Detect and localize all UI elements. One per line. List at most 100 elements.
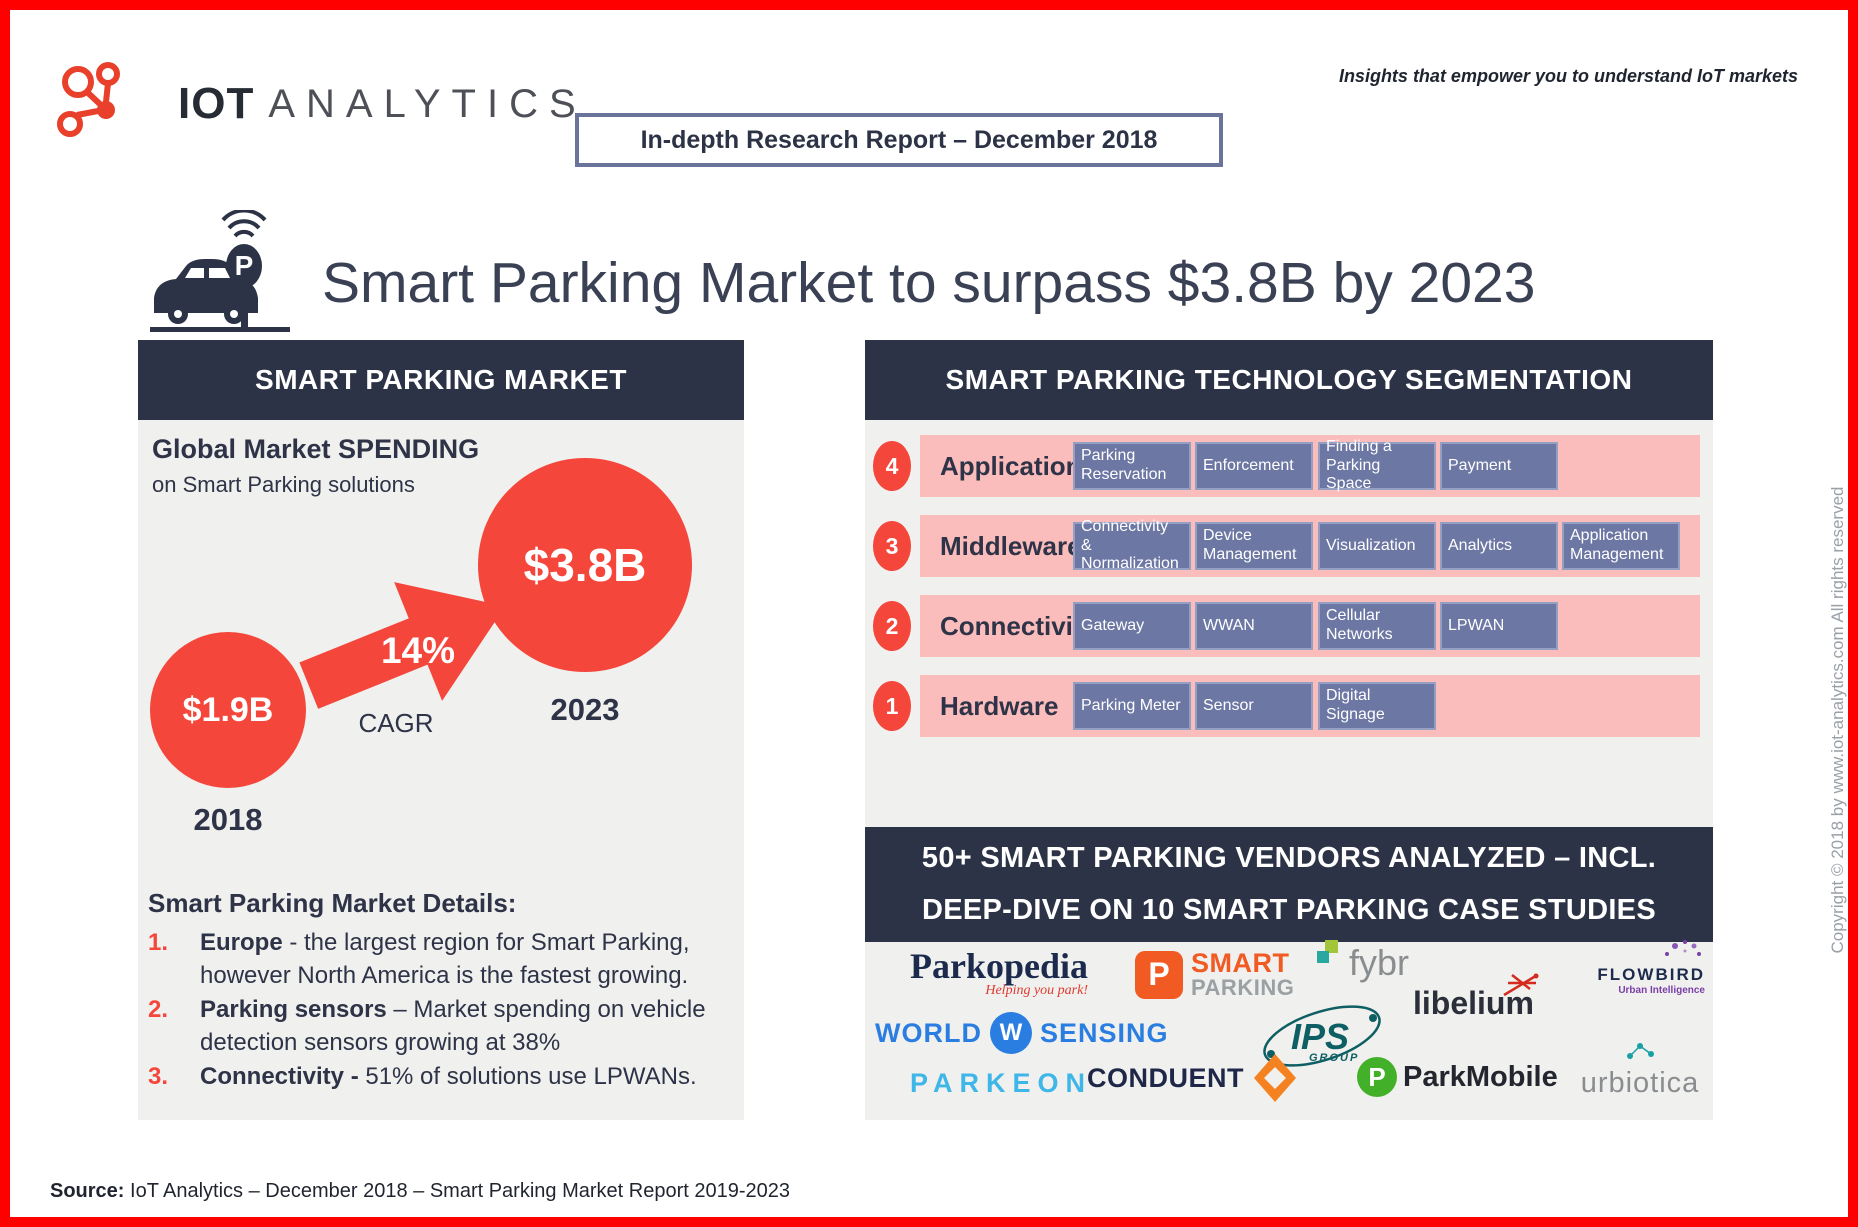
left-panel-header: SMART PARKING MARKET: [138, 340, 744, 420]
fybr-logo: fybr: [1317, 940, 1409, 984]
segment-box: LPWAN: [1440, 602, 1558, 650]
segment-box: Sensor: [1195, 682, 1313, 730]
list-item: 1. Europe - the largest region for Smart…: [148, 926, 734, 992]
bubble-2023-value: $3.8B: [523, 539, 647, 591]
left-panel-body: Global Market SPENDING on Smart Parking …: [138, 420, 744, 1120]
parkmobile-wordmark: ParkMobile: [1403, 1060, 1558, 1093]
segmentation-row-applications: 4 Applications Parking Reservation Enfor…: [865, 435, 1713, 497]
fybr-squares-icon: [1317, 940, 1338, 963]
list-item-body: 51% of solutions use LPWANs.: [358, 1063, 697, 1090]
cagr-label: CAGR: [358, 708, 434, 738]
smart-parking-wordmark: SMART PARKING: [1191, 950, 1294, 999]
ips-group-sub: GROUP: [1309, 1052, 1360, 1064]
ips-wordmark: IPS: [1291, 1016, 1350, 1057]
list-item-number: 1.: [148, 929, 169, 956]
ips-group-logo: IPS GROUP: [1257, 992, 1387, 1080]
segment-box: Device Management: [1195, 522, 1313, 570]
row-label: Applications: [940, 451, 1097, 481]
smart-parking-icon: P: [150, 210, 290, 332]
list-item-body: - the largest region for Smart Parking, …: [200, 929, 690, 989]
molecule-icon: [57, 62, 120, 137]
segment-box: Payment: [1440, 442, 1558, 490]
segmentation-row-hardware: 1 Hardware Parking Meter Sensor Digital …: [865, 675, 1713, 737]
list-item-lead: Connectivity -: [200, 1063, 359, 1090]
list-item-text: Connectivity - 51% of solutions use LPWA…: [200, 1060, 697, 1093]
segment-box: Parking Reservation: [1073, 442, 1191, 490]
smart-parking-word1: SMART: [1191, 948, 1290, 978]
ips-orbit-icon: [1263, 1005, 1381, 1067]
brand-word-iot: IOT: [178, 79, 255, 128]
iot-analytics-logo: IOT ANALYTICS: [56, 60, 587, 148]
segment-box: Finding a Parking Space: [1318, 438, 1436, 492]
list-item-number: 2.: [148, 996, 169, 1023]
tagline: Insights that empower you to understand …: [1338, 66, 1798, 86]
segment-box: Connectivity & Normalization: [1073, 518, 1191, 572]
cagr-value: 14%: [380, 630, 456, 671]
vendors-banner: 50+ SMART PARKING VENDORS ANALYZED – INC…: [865, 827, 1713, 942]
details-list: 1. Europe - the largest region for Smart…: [148, 926, 734, 1094]
segmentation-row-connectivity: 2 Connectivity Gateway WWAN Cellular Net…: [865, 595, 1713, 657]
segment-box: Analytics: [1440, 522, 1558, 570]
right-panel-header: SMART PARKING TECHNOLOGY SEGMENTATION: [865, 340, 1713, 420]
list-item: 2. Parking sensors – Market spending on …: [148, 993, 734, 1059]
list-item: 3. Connectivity - 51% of solutions use L…: [148, 1060, 734, 1093]
list-item-text: Europe - the largest region for Smart Pa…: [200, 926, 734, 992]
list-item-body: – Market spending on vehicle detection s…: [200, 996, 706, 1056]
segment-box: Application Management: [1562, 522, 1680, 570]
brand-word-analytics: ANALYTICS: [268, 81, 587, 126]
list-item-text: Parking sensors – Market spending on veh…: [200, 993, 734, 1059]
urbiotica-molecule-icon: [1627, 1043, 1654, 1059]
libelium-logo: libelium: [1413, 973, 1539, 1022]
source-text: IoT Analytics – December 2018 – Smart Pa…: [124, 1180, 790, 1202]
conduent-wordmark: CONDUENT: [1087, 1062, 1244, 1093]
urbiotica-wordmark: urbiotica: [1580, 1067, 1700, 1099]
parkopedia-logo: Parkopedia Helping you park!: [910, 945, 1088, 999]
segment-box: Digital Signage: [1318, 682, 1436, 730]
bubble-2018: $1.9B: [150, 632, 306, 788]
year-2018-label: 2018: [193, 802, 263, 837]
segment-box: WWAN: [1195, 602, 1313, 650]
conduent-diamond-icon: [1254, 1054, 1296, 1102]
growth-arrow-icon: [299, 582, 506, 709]
spending-title: Global Market SPENDING: [152, 434, 480, 464]
bubble-2018-value: $1.9B: [182, 690, 274, 729]
row-label: Connectivity: [940, 611, 1097, 641]
parkeon-logo: PARKEON: [910, 1068, 1093, 1098]
smart-parking-p-icon: P: [1135, 950, 1183, 999]
smart-parking-logo: P SMART PARKING: [1135, 950, 1294, 999]
segment-box: Enforcement: [1195, 442, 1313, 490]
parkopedia-tagline: Helping you park!: [985, 983, 1089, 998]
flowbird-subtitle: Urban Intelligence: [1618, 985, 1705, 996]
list-item-lead: Europe: [200, 929, 283, 956]
parkopedia-wordmark: Parkopedia: [910, 946, 1089, 986]
flowbird-dots-icon: [1665, 940, 1701, 956]
segment-box: Gateway: [1073, 602, 1191, 650]
details-heading: Smart Parking Market Details:: [148, 888, 517, 918]
bubble-2023: $3.8B: [478, 458, 692, 672]
smart-parking-market-panel: SMART PARKING MARKET Global Market SPEND…: [138, 340, 744, 1120]
worldsensing-logo: WORLD W SENSING: [875, 1012, 1169, 1054]
conduent-logo: CONDUENT: [1087, 1052, 1298, 1104]
parkmobile-logo: P ParkMobile: [1357, 1057, 1558, 1097]
row-number-badge: 1: [873, 681, 911, 731]
source-label: Source:: [50, 1180, 125, 1202]
source-line: Source: IoT Analytics – December 2018 – …: [50, 1180, 790, 1203]
fybr-wordmark: fybr: [1349, 942, 1410, 983]
smart-parking-word2: PARKING: [1191, 975, 1295, 1000]
page-title: Smart Parking Market to surpass $3.8B by…: [322, 251, 1536, 315]
row-number-badge: 3: [873, 521, 911, 571]
row-number-badge: 4: [873, 441, 911, 491]
segmentation-row-middleware: 3 Middleware Connectivity & Normalizatio…: [865, 515, 1713, 577]
worldsensing-word2: SENSING: [1039, 1017, 1169, 1048]
list-item-lead: Parking sensors: [200, 996, 387, 1023]
row-label: Middleware: [940, 531, 1082, 561]
urbiotica-logo: urbiotica: [1565, 1040, 1715, 1100]
worldsensing-word1: WORLD: [875, 1017, 982, 1048]
vendors-banner-line2: DEEP-DIVE ON 10 SMART PARKING CASE STUDI…: [922, 894, 1656, 926]
worldsensing-w-icon: W: [989, 1012, 1032, 1054]
copyright-notice: Copyright © 2018 by www.iot-analytics.co…: [1828, 486, 1847, 954]
report-badge: In-depth Research Report – December 2018: [575, 113, 1223, 167]
svg-text:P: P: [235, 250, 254, 281]
spending-subtitle: on Smart Parking solutions: [152, 472, 415, 497]
